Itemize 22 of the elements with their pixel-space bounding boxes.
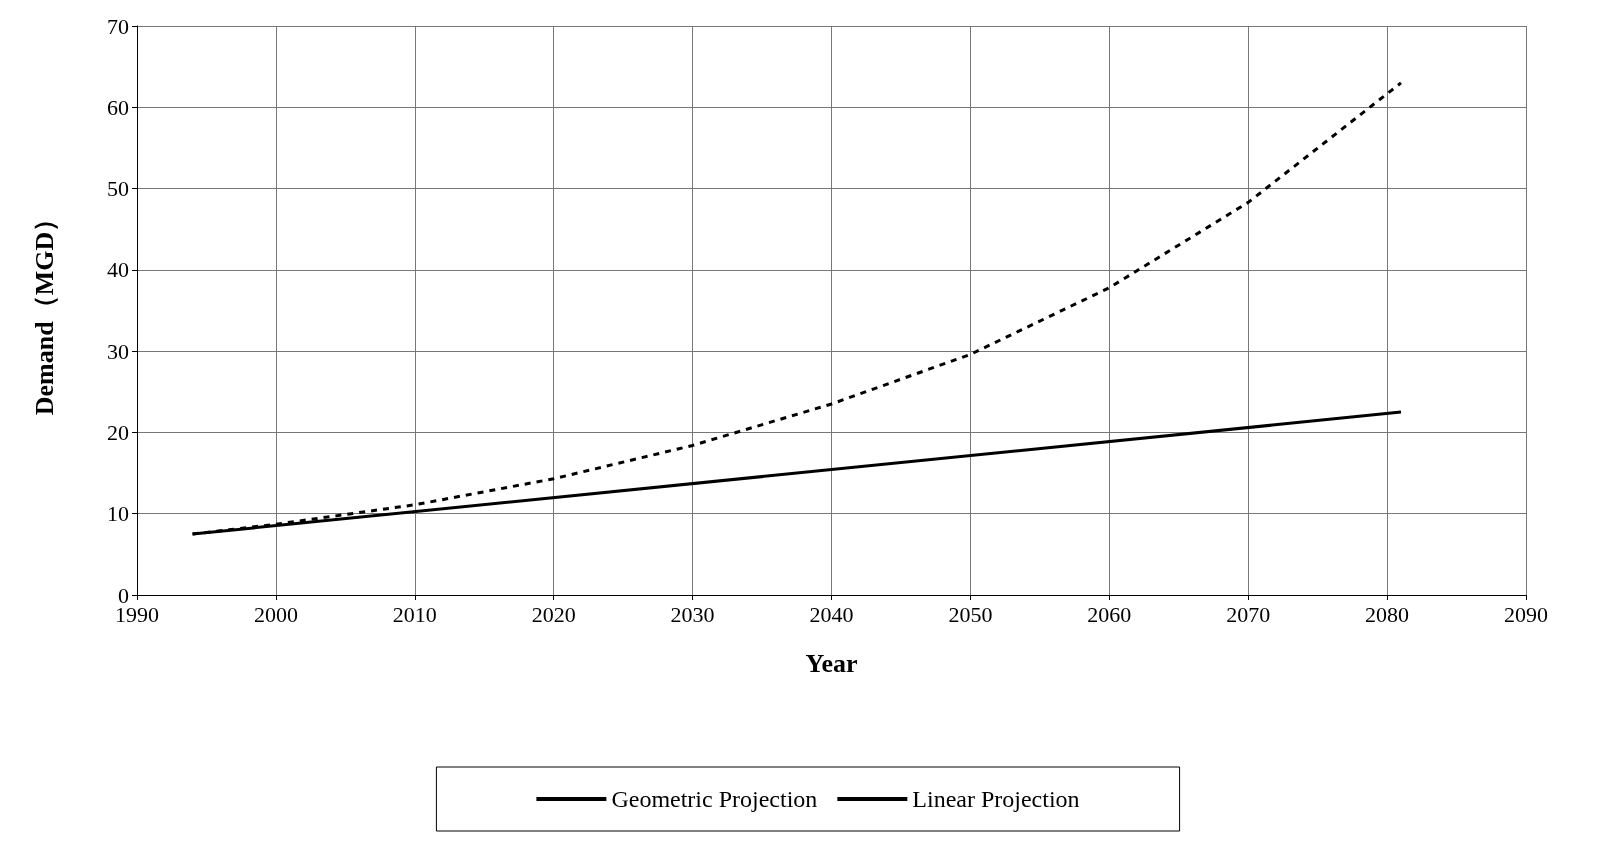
x-tick-label: 2080 [1365, 601, 1410, 627]
y-tick-label: 50 [107, 176, 129, 202]
x-tick-label: 2050 [948, 601, 993, 627]
x-tick-label: 2040 [809, 601, 854, 627]
legend-label: Linear Projection [912, 786, 1080, 812]
x-tick-label: 2060 [1087, 601, 1132, 627]
y-tick-label: 60 [107, 94, 129, 120]
x-tick-label: 2090 [1504, 601, 1548, 627]
x-tick-label: 2030 [670, 601, 715, 627]
x-axis-title: Year [805, 648, 858, 678]
y-tick-label: 20 [107, 419, 129, 445]
y-axis-title: Demand（MGD） [29, 205, 59, 416]
y-tick-label: 70 [107, 13, 129, 39]
legend-label: Geometric Projection [611, 786, 818, 812]
y-tick-label: 30 [107, 338, 129, 364]
y-tick-label: 40 [107, 257, 129, 283]
x-tick-label: 2070 [1226, 601, 1271, 627]
y-tick-label: 0 [118, 582, 129, 608]
x-tick-label: 2000 [253, 601, 298, 627]
y-tick-label: 10 [107, 501, 129, 527]
x-tick-label: 2010 [392, 601, 437, 627]
x-tick-label: 2020 [531, 601, 576, 627]
